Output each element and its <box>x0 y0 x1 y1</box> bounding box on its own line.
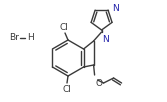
Text: Br: Br <box>9 33 19 43</box>
Text: N: N <box>112 4 119 13</box>
Text: N: N <box>103 35 109 44</box>
Text: Cl: Cl <box>63 84 71 94</box>
Text: H: H <box>27 33 34 42</box>
Text: Cl: Cl <box>60 23 68 33</box>
Text: O: O <box>96 79 103 88</box>
